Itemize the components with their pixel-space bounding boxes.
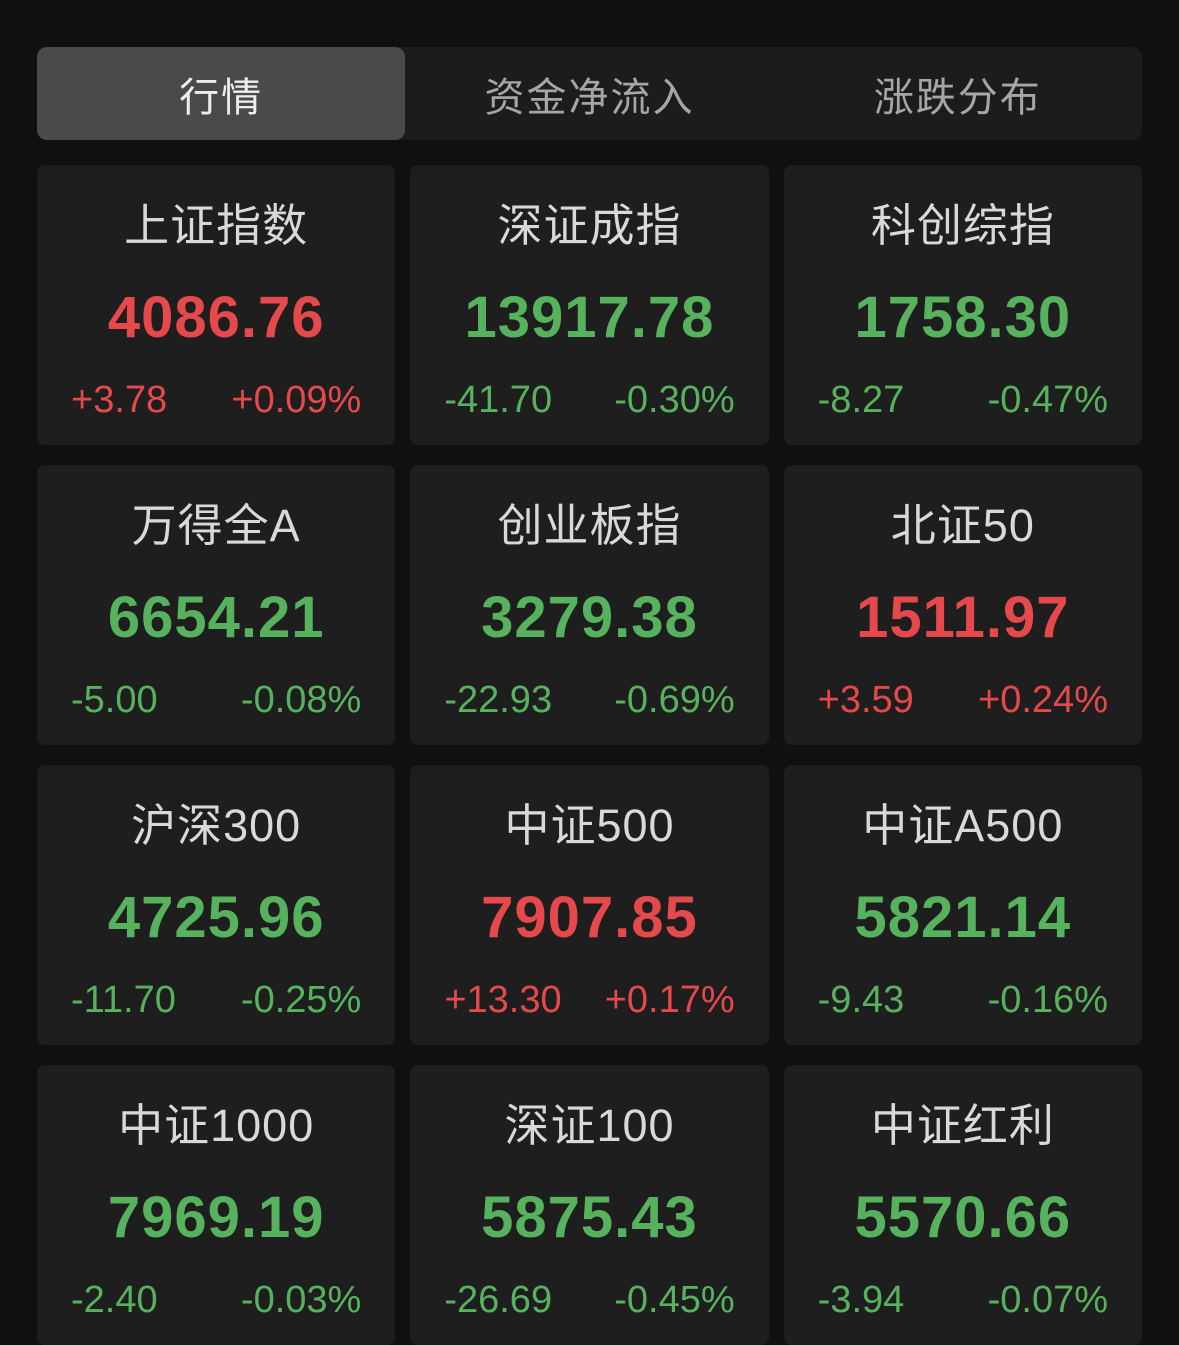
index-card-bse50[interactable]: 北证50 1511.97 +3.59 +0.24%: [783, 465, 1142, 745]
index-change-pct: +0.24%: [978, 678, 1108, 721]
index-change-pct: -0.16%: [987, 978, 1108, 1021]
index-card-wind-all-a[interactable]: 万得全A 6654.21 -5.00 -0.08%: [37, 465, 396, 745]
index-card-szse-component[interactable]: 深证成指 13917.78 -41.70 -0.30%: [410, 165, 769, 445]
tab-quotes[interactable]: 行情: [37, 47, 406, 140]
index-change-pct: +0.09%: [231, 378, 362, 421]
index-name: 中证A500: [862, 799, 1064, 851]
index-name: 深证100: [504, 1099, 675, 1151]
index-change-row: +3.78 +0.09%: [71, 379, 361, 422]
index-value: 5821.14: [854, 884, 1072, 950]
index-value: 1758.30: [854, 284, 1072, 350]
index-name: 中证500: [504, 799, 675, 851]
index-name: 中证红利: [870, 1099, 1055, 1151]
index-card-csi500[interactable]: 中证500 7907.85 +13.30 +0.17%: [410, 765, 769, 1045]
index-card-csi300[interactable]: 沪深300 4725.96 -11.70 -0.25%: [37, 765, 396, 1045]
index-value: 4725.96: [107, 884, 325, 950]
index-change-row: -2.40 -0.03%: [71, 1279, 361, 1322]
index-change: +13.30: [444, 978, 562, 1021]
index-value: 7969.19: [107, 1184, 325, 1250]
index-change: -8.27: [817, 378, 905, 421]
index-value: 5570.66: [854, 1184, 1072, 1250]
index-change-row: -11.70 -0.25%: [71, 979, 361, 1022]
index-value: 3279.38: [481, 584, 698, 650]
index-name: 上证指数: [124, 199, 309, 251]
index-change: -3.94: [817, 1278, 905, 1321]
index-change-row: -26.69 -0.45%: [444, 1279, 734, 1322]
index-name: 创业板指: [497, 499, 682, 551]
index-change: -22.93: [444, 678, 553, 721]
index-name: 北证50: [890, 499, 1035, 551]
index-card-csi1000[interactable]: 中证1000 7969.19 -2.40 -0.03%: [37, 1065, 396, 1345]
index-card-csi-a500[interactable]: 中证A500 5821.14 -9.43 -0.16%: [783, 765, 1142, 1045]
index-change-row: -9.43 -0.16%: [818, 979, 1108, 1022]
index-change-pct: -0.47%: [987, 378, 1108, 421]
tab-bar: 行情 资金净流入 涨跌分布: [37, 47, 1142, 140]
tab-net-capital-inflow[interactable]: 资金净流入: [484, 75, 695, 120]
index-value: 5875.43: [481, 1184, 698, 1250]
index-value: 7907.85: [481, 884, 698, 950]
index-name: 科创综指: [870, 199, 1055, 251]
index-change: +3.78: [71, 378, 168, 421]
index-name: 深证成指: [497, 199, 682, 251]
index-change-row: -5.00 -0.08%: [71, 679, 361, 722]
tab-advance-decline-distribution[interactable]: 涨跌分布: [873, 75, 1042, 120]
index-change-row: -41.70 -0.30%: [444, 379, 734, 422]
index-card-csi-dividend[interactable]: 中证红利 5570.66 -3.94 -0.07%: [783, 1065, 1142, 1345]
index-change-pct: -0.69%: [614, 678, 735, 721]
index-change-row: -8.27 -0.47%: [818, 379, 1108, 422]
index-change: -11.70: [71, 978, 176, 1021]
index-change-pct: -0.45%: [614, 1278, 735, 1321]
index-change-pct: -0.25%: [240, 978, 362, 1021]
index-change-row: -3.94 -0.07%: [818, 1279, 1108, 1322]
index-name: 万得全A: [131, 499, 301, 551]
index-value: 4086.76: [107, 284, 325, 350]
index-card-chinext[interactable]: 创业板指 3279.38 -22.93 -0.69%: [410, 465, 769, 745]
index-value: 1511.97: [856, 584, 1070, 650]
index-value: 6654.21: [107, 584, 325, 650]
index-change-row: +13.30 +0.17%: [444, 979, 734, 1022]
index-name: 中证1000: [118, 1099, 315, 1151]
index-change-row: +3.59 +0.24%: [818, 679, 1108, 722]
index-card-szse100[interactable]: 深证100 5875.43 -26.69 -0.45%: [410, 1065, 769, 1345]
index-card-sse-composite[interactable]: 上证指数 4086.76 +3.78 +0.09%: [37, 165, 396, 445]
index-change-pct: -0.07%: [987, 1278, 1108, 1321]
index-card-grid: 上证指数 4086.76 +3.78 +0.09% 深证成指 13917.78 …: [37, 165, 1142, 1345]
index-name: 沪深300: [131, 799, 302, 851]
index-change: -2.40: [71, 1278, 158, 1321]
index-change: -41.70: [444, 378, 553, 421]
index-value: 13917.78: [464, 284, 715, 350]
index-card-star-composite[interactable]: 科创综指 1758.30 -8.27 -0.47%: [783, 165, 1142, 445]
index-change-pct: -0.30%: [614, 378, 735, 421]
index-change: +3.59: [817, 678, 914, 721]
index-change: -5.00: [71, 678, 158, 721]
index-change: -9.43: [817, 978, 905, 1021]
index-change: -26.69: [444, 1278, 553, 1321]
index-change-pct: -0.03%: [240, 1278, 362, 1321]
index-change-pct: +0.17%: [604, 978, 735, 1021]
index-change-row: -22.93 -0.69%: [444, 679, 734, 722]
index-change-pct: -0.08%: [240, 678, 362, 721]
